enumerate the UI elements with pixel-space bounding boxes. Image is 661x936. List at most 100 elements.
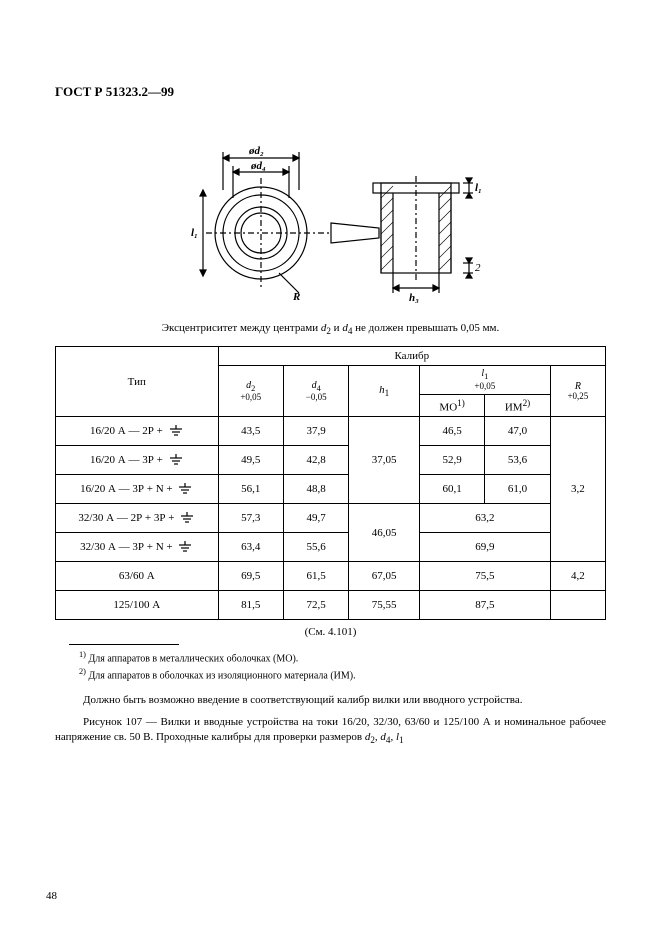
type-cell: 32/30 А — 3Р + N + [56,533,219,562]
table-row: 32/30 А — 3Р + N + 63,4 55,6 69,9 [56,533,606,562]
page-number: 48 [46,890,57,902]
type-text: 125/100 А [113,599,160,611]
cell-d4: 37,9 [283,417,348,446]
cell-mo: 60,1 [419,475,484,504]
type-cell: 63/60 А [56,562,219,591]
cell-l1: 87,5 [419,591,550,620]
l1-tol: +0,05 [474,382,495,391]
eccentric-caption: Эксцентриситет между центрами d2 и d4 не… [55,322,606,336]
cell-d4: 42,8 [283,446,348,475]
col-type: Тип [56,347,219,417]
type-text: 32/30 А — 3Р + N + [80,541,175,553]
earth-icon [168,454,184,466]
col-im: ИМ2) [485,394,550,417]
table-row: 16/20 А — 3Р + 49,5 42,8 52,9 53,6 [56,446,606,475]
footnote-separator [69,644,179,645]
cell-R [550,591,605,620]
type-cell: 32/30 А — 2Р + 3Р + [56,504,219,533]
table-row: 16/20 А — 2Р + 43,5 37,9 37,05 46,5 47,0… [56,417,606,446]
cell-d4: 55,6 [283,533,348,562]
earth-icon [179,512,195,524]
type-text: 16/20 А — 3Р + N + [80,483,175,495]
earth-icon [177,483,193,495]
d2-tol: +0,05 [240,393,261,402]
cell-h1: 67,05 [349,562,420,591]
cell-d2: 57,3 [218,504,283,533]
diagram-label-l1: l₁ [191,227,198,239]
cell-d4: 61,5 [283,562,348,591]
col-mo: МО1) [419,394,484,417]
technical-diagram: ød₂ ød₄ l₁ R l₁ 2 h₃ [181,128,481,308]
col-caliber: Калибр [218,347,605,366]
type-cell: 16/20 А — 2Р + [56,417,219,446]
cell-h1: 37,05 [349,417,420,504]
diagram-label-d2: ød₂ [248,145,264,157]
diagram-label-h3: h₃ [409,292,419,304]
footnotes: 1) Для аппаратов в металлических оболочк… [79,649,606,683]
body-text: Должно быть возможно введение в соответс… [55,693,606,707]
cell-d2: 56,1 [218,475,283,504]
cell-d2: 81,5 [218,591,283,620]
h1-sub: 1 [385,388,390,398]
mo-sup: 1) [457,398,465,408]
cell-d2: 69,5 [218,562,283,591]
standard-header: ГОСТ Р 51323.2—99 [55,84,606,100]
figure-caption: Рисунок 107 — Вилки и вводные устройства… [55,715,606,746]
cell-R: 3,2 [550,417,605,562]
l1-sub: 1 [484,372,488,381]
type-text: 16/20 А — 2Р + [90,425,166,437]
cell-d4: 48,8 [283,475,348,504]
d4-tol: −0,05 [306,393,327,402]
mo-text: МО [439,401,457,413]
ecc-mid: и [331,322,342,334]
cell-h1: 46,05 [349,504,420,562]
type-cell: 16/20 А — 3Р + N + [56,475,219,504]
col-h1: h1 [349,366,420,417]
col-R: R+0,25 [550,366,605,417]
im-text: ИМ [505,401,523,413]
type-text: 63/60 А [119,570,155,582]
col-l1: l1+0,05 [419,366,550,394]
cell-d4: 72,5 [283,591,348,620]
footnote-1: 1) Для аппаратов в металлических оболочк… [79,649,606,666]
type-cell: 125/100 А [56,591,219,620]
cell-l1: 63,2 [419,504,550,533]
table-row: 125/100 А 81,5 72,5 75,55 87,5 [56,591,606,620]
type-cell: 16/20 А — 3Р + [56,446,219,475]
diagram-label-R: R [292,291,300,303]
cell-d2: 63,4 [218,533,283,562]
type-text: 16/20 А — 3Р + [90,454,166,466]
type-text: 32/30 А — 2Р + 3Р + [78,512,177,524]
R-tol: +0,25 [567,392,588,401]
see-ref: (См. 4.101) [55,626,606,638]
caliber-table: Тип Калибр d2+0,05 d4−0,05 h1 l1+0,05 R+… [55,346,606,620]
cell-R: 4,2 [550,562,605,591]
fn1-text: Для аппаратов в металлических оболочках … [88,654,298,665]
earth-icon [168,425,184,437]
cell-l1: 69,9 [419,533,550,562]
col-d2: d2+0,05 [218,366,283,417]
col-d4: d4−0,05 [283,366,348,417]
fn2-sup: 2) [79,667,86,676]
cell-l1: 75,5 [419,562,550,591]
ecc-prefix: Эксцентриситет между центрами [162,322,321,334]
cell-im: 53,6 [485,446,550,475]
table-row: 32/30 А — 2Р + 3Р + 57,3 49,7 46,05 63,2 [56,504,606,533]
figcap-prefix: Рисунок 107 — Вилки и вводные устройства… [55,716,606,743]
ecc-suffix: не должен превышать 0,05 мм. [352,322,499,334]
footnote-2: 2) Для аппаратов в оболочках из изоляцио… [79,666,606,683]
earth-icon [177,541,193,553]
im-sup: 2) [523,398,531,408]
cell-im: 61,0 [485,475,550,504]
fn2-text: Для аппаратов в оболочках из изоляционно… [88,670,355,681]
cell-d2: 43,5 [218,417,283,446]
table-row: 16/20 А — 3Р + N + 56,1 48,8 60,1 61,0 [56,475,606,504]
cell-mo: 52,9 [419,446,484,475]
cell-d2: 49,5 [218,446,283,475]
diagram-label-l1r: l₁ [475,182,481,194]
table-row: 63/60 А 69,5 61,5 67,05 75,5 4,2 [56,562,606,591]
cell-mo: 46,5 [419,417,484,446]
cell-d4: 49,7 [283,504,348,533]
figcap-l1-sub: 1 [399,735,404,745]
diagram-label-2: 2 [475,262,481,274]
